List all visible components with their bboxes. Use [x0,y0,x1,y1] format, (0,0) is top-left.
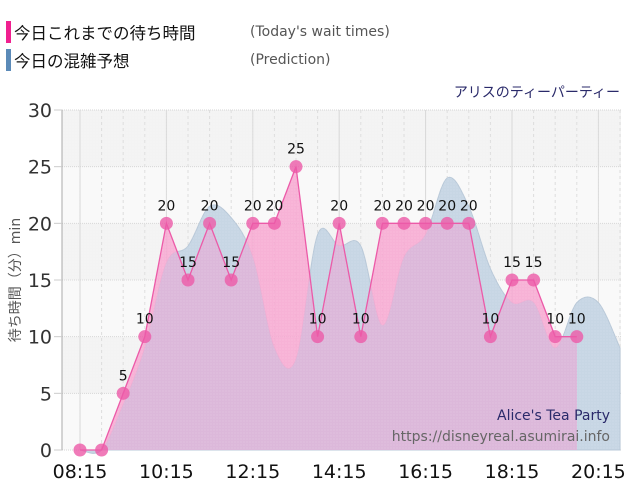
x-tick-label: 08:15 [53,461,108,483]
data-point[interactable] [138,330,152,344]
data-point[interactable] [116,386,130,400]
data-point[interactable] [354,330,368,344]
legend-sublabel-actual: (Today's wait times) [250,24,390,40]
actual-line [80,166,577,451]
x-tick-label: 12:15 [225,461,280,483]
data-label: 10 [481,312,499,328]
data-point[interactable] [95,443,109,457]
y-tick-label: 5 [40,383,52,405]
y-tick-label: 25 [28,157,52,179]
data-point[interactable] [181,273,195,287]
y-tick-label: 30 [28,100,52,122]
data-point[interactable] [289,160,303,174]
data-label: 20 [265,198,283,214]
watermark-attraction-name: Alice's Tea Party [497,408,610,424]
data-label: 15 [179,255,197,271]
data-label: 5 [119,368,128,384]
data-label: 20 [417,198,435,214]
data-point[interactable] [483,330,497,344]
data-point[interactable] [159,216,173,230]
chart-title: アリスのティーパーティー [453,85,620,101]
data-point[interactable] [375,216,389,230]
data-label: 10 [136,312,154,328]
data-point[interactable] [224,273,238,287]
data-label: 20 [330,198,348,214]
data-label: 20 [157,198,175,214]
legend-sublabel-prediction: (Prediction) [250,52,331,68]
y-tick-label: 10 [28,327,52,349]
data-point[interactable] [548,330,562,344]
data-label: 20 [201,198,219,214]
data-label: 10 [309,312,327,328]
data-point[interactable] [527,273,541,287]
x-tick-label: 20:15 [571,461,626,483]
watermark-url: https://disneyreal.asumirai.info [392,429,610,445]
data-label: 20 [244,198,262,214]
axes: 0 5 10 15 20 25 30 08:15 10:15 12:15 14:15 16:15 18:… [8,100,626,483]
data-label: 20 [460,198,478,214]
data-point[interactable] [311,330,325,344]
data-point[interactable] [505,273,519,287]
y-axis-label: 待ち時間（分）min [8,218,24,342]
legend-item-prediction: 今日の混雑予想 (Prediction) [6,46,390,74]
y-tick-label: 0 [40,440,52,462]
legend-swatch-prediction [6,49,11,71]
data-point[interactable] [267,216,281,230]
x-tick-label: 16:15 [398,461,453,483]
legend-swatch-actual [6,21,11,43]
legend-label-actual: 今日これまでの待ち時間 [14,24,196,43]
legend-item-actual: 今日これまでの待ち時間 (Today's wait times) [6,18,390,46]
x-tick-label: 10:15 [139,461,194,483]
data-point[interactable] [203,216,217,230]
data-label: 20 [438,198,456,214]
data-point[interactable] [570,330,584,344]
data-label: 15 [525,255,543,271]
data-point[interactable] [397,216,411,230]
data-point[interactable] [440,216,454,230]
data-label: 15 [503,255,521,271]
data-point[interactable] [73,443,87,457]
data-label: 10 [352,312,370,328]
data-points [73,160,584,457]
legend-label-prediction: 今日の混雑予想 [14,52,130,71]
data-point[interactable] [462,216,476,230]
x-tick-label: 14:15 [312,461,367,483]
data-label: 15 [222,255,240,271]
y-tick-label: 15 [28,270,52,292]
data-label: 20 [373,198,391,214]
data-label: 10 [546,312,564,328]
x-tick-label: 18:15 [485,461,540,483]
data-label: 25 [287,142,305,158]
data-point[interactable] [419,216,433,230]
data-point[interactable] [246,216,260,230]
y-tick-label: 20 [28,213,52,235]
legend: 今日これまでの待ち時間 (Today's wait times) 今日の混雑予想… [6,18,390,74]
data-point[interactable] [332,216,346,230]
data-label: 20 [395,198,413,214]
data-label: 10 [568,312,586,328]
